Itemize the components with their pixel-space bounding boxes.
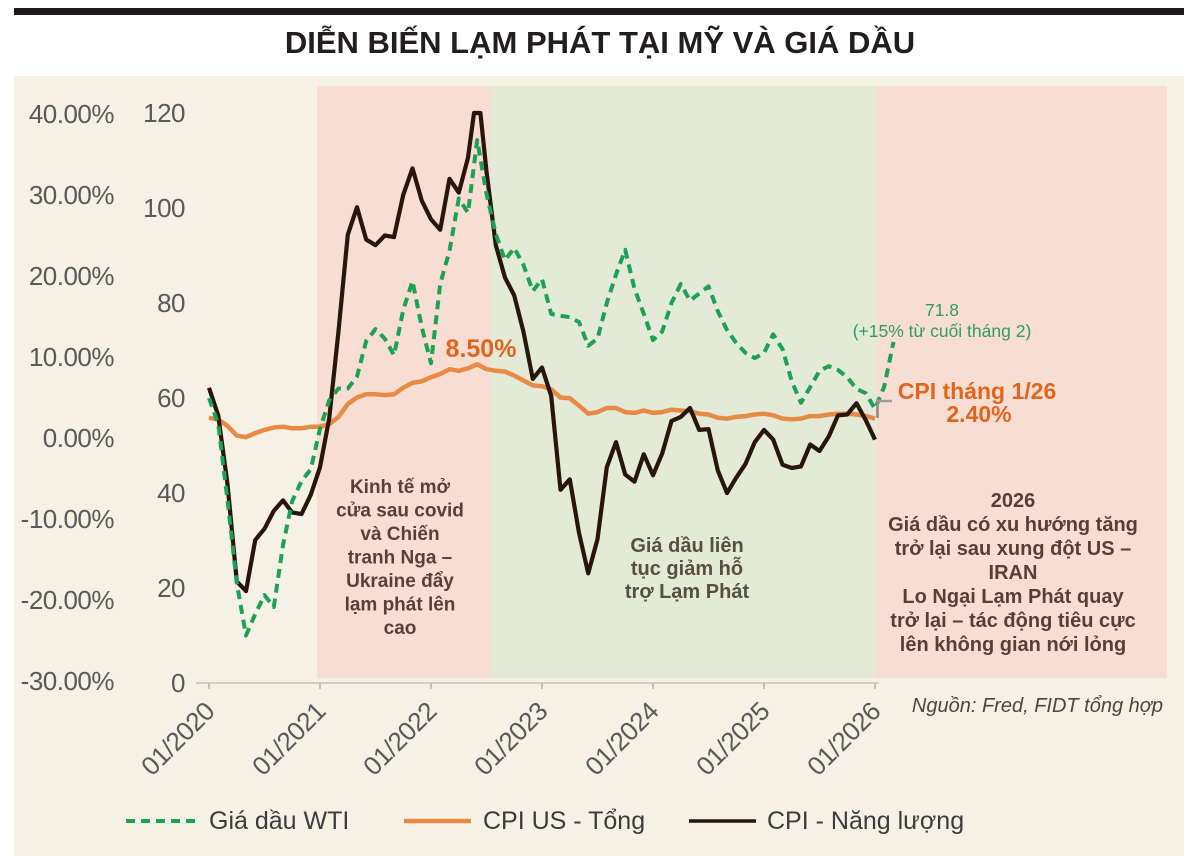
svg-text:CPI tháng 1/26: CPI tháng 1/26 (898, 378, 1056, 404)
svg-text:71.8: 71.8 (925, 300, 959, 320)
svg-text:tục giảm hỗ: tục giảm hỗ (631, 556, 743, 580)
svg-text:trợ Lạm Phát: trợ Lạm Phát (625, 581, 750, 603)
svg-text:Giá dầu WTI: Giá dầu WTI (209, 807, 349, 835)
svg-text:Ukraine đẩy: Ukraine đẩy (346, 571, 454, 592)
svg-text:Kinh tế mở: Kinh tế mở (350, 477, 451, 498)
svg-text:2026: 2026 (991, 490, 1036, 512)
svg-text:0.00%: 0.00% (43, 423, 115, 453)
svg-text:CPI - Năng lượng: CPI - Năng lượng (767, 807, 964, 835)
svg-text:CPI US - Tổng: CPI US - Tổng (483, 807, 645, 835)
svg-text:2.40%: 2.40% (946, 401, 1011, 427)
svg-text:0: 0 (171, 668, 185, 698)
svg-text:120: 120 (143, 98, 185, 128)
svg-text:-30.00%: -30.00% (21, 666, 115, 696)
svg-text:-20.00%: -20.00% (21, 585, 115, 615)
svg-text:Giá dầu liên: Giá dầu liên (630, 535, 743, 557)
svg-text:20.00%: 20.00% (29, 261, 115, 291)
svg-text:IRAN: IRAN (989, 562, 1038, 584)
svg-text:Nguồn: Fred, FIDT tổng hợp: Nguồn: Fred, FIDT tổng hợp (912, 695, 1163, 717)
svg-text:80: 80 (157, 288, 185, 318)
svg-text:Lo Ngại Lạm Phát quay: Lo Ngại Lạm Phát quay (902, 586, 1124, 608)
svg-text:tranh Nga –: tranh Nga – (348, 548, 453, 569)
svg-text:lên không gian nới lỏng: lên không gian nới lỏng (900, 634, 1126, 656)
svg-text:40.00%: 40.00% (29, 99, 115, 129)
svg-text:trở lại sau xung đột US –: trở lại sau xung đột US – (895, 538, 1131, 560)
svg-text:(+15% từ cuối tháng 2): (+15% từ cuối tháng 2) (853, 321, 1032, 341)
svg-text:-10.00%: -10.00% (21, 504, 115, 534)
svg-text:cao: cao (384, 618, 417, 639)
svg-text:40: 40 (157, 478, 185, 508)
svg-text:Giá dầu có xu hướng tăng: Giá dầu có xu hướng tăng (888, 514, 1138, 536)
svg-text:20: 20 (157, 573, 185, 603)
svg-text:100: 100 (143, 193, 185, 223)
svg-text:cửa sau covid: cửa sau covid (336, 501, 464, 522)
svg-text:DIỄN BIẾN LẠM PHÁT TẠI MỸ VÀ G: DIỄN BIẾN LẠM PHÁT TẠI MỸ VÀ GIÁ DẦU (285, 25, 915, 60)
svg-text:lạm phát lên: lạm phát lên (345, 595, 456, 616)
svg-text:và Chiến: và Chiến (360, 524, 439, 545)
svg-text:trở lại – tác động tiêu cực: trở lại – tác động tiêu cực (890, 610, 1135, 632)
svg-text:30.00%: 30.00% (29, 180, 115, 210)
svg-text:10.00%: 10.00% (29, 342, 115, 372)
svg-text:60: 60 (157, 383, 185, 413)
svg-text:8.50%: 8.50% (446, 335, 517, 363)
